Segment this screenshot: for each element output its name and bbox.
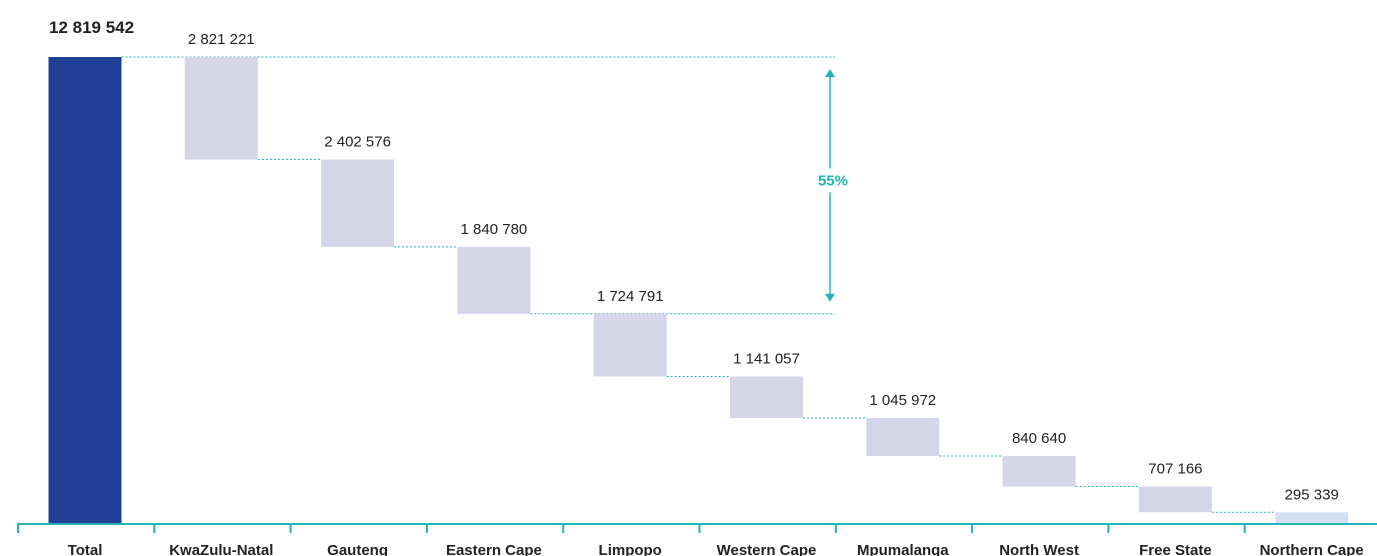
value-label: 1 840 780: [461, 221, 528, 238]
bar: [1138, 486, 1212, 513]
x-tick-label: Northern Cape: [1260, 542, 1364, 556]
value-label: 1 724 791: [597, 288, 664, 305]
value-label: 2 402 576: [324, 134, 391, 151]
arrow-head: [825, 69, 835, 77]
bar: [1275, 512, 1349, 523]
bar: [593, 313, 667, 377]
x-tick-label: Gauteng: [327, 542, 388, 556]
value-label: 1 141 057: [733, 351, 800, 368]
bar: [184, 57, 258, 160]
bar: [866, 417, 940, 457]
value-label: 2 821 221: [188, 31, 255, 48]
x-tick-label: KwaZulu-Natal: [169, 542, 273, 556]
value-label: 707 166: [1148, 461, 1202, 478]
annotation-bg: [810, 168, 850, 193]
x-tick-label: Eastern Cape: [446, 542, 542, 556]
x-tick-label: Free State: [1139, 542, 1212, 556]
x-tick-label: North West: [999, 542, 1079, 556]
annotation: 55%: [818, 172, 848, 189]
bar: [730, 376, 803, 418]
x-tick-label: Western Cape: [717, 542, 817, 556]
bar: [1002, 456, 1076, 487]
bar: [457, 246, 531, 314]
value-label: 295 339: [1285, 486, 1339, 503]
x-tick-label: Mpumalanga: [857, 542, 949, 556]
arrow-head: [825, 293, 835, 302]
x-tick-label: Total: [68, 542, 103, 556]
x-tick-label: Limpopo: [599, 542, 662, 556]
bar: [321, 159, 395, 247]
value-label: 12 819 542: [49, 18, 134, 37]
value-label: 1 045 972: [869, 392, 936, 409]
value-label: 840 640: [1012, 430, 1066, 447]
bar: [48, 57, 122, 523]
